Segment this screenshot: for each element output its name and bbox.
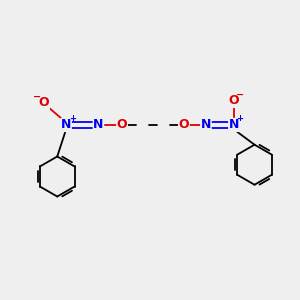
Text: O: O [39, 96, 49, 110]
Text: +: + [69, 114, 76, 123]
Text: +: + [237, 114, 244, 123]
Text: O: O [178, 118, 189, 131]
Text: N: N [61, 118, 71, 131]
Text: −: − [34, 92, 42, 101]
Text: N: N [229, 118, 239, 131]
Text: O: O [229, 94, 239, 107]
Text: O: O [117, 118, 127, 131]
Text: −: − [236, 89, 244, 99]
Text: N: N [93, 118, 104, 131]
Text: N: N [201, 118, 211, 131]
